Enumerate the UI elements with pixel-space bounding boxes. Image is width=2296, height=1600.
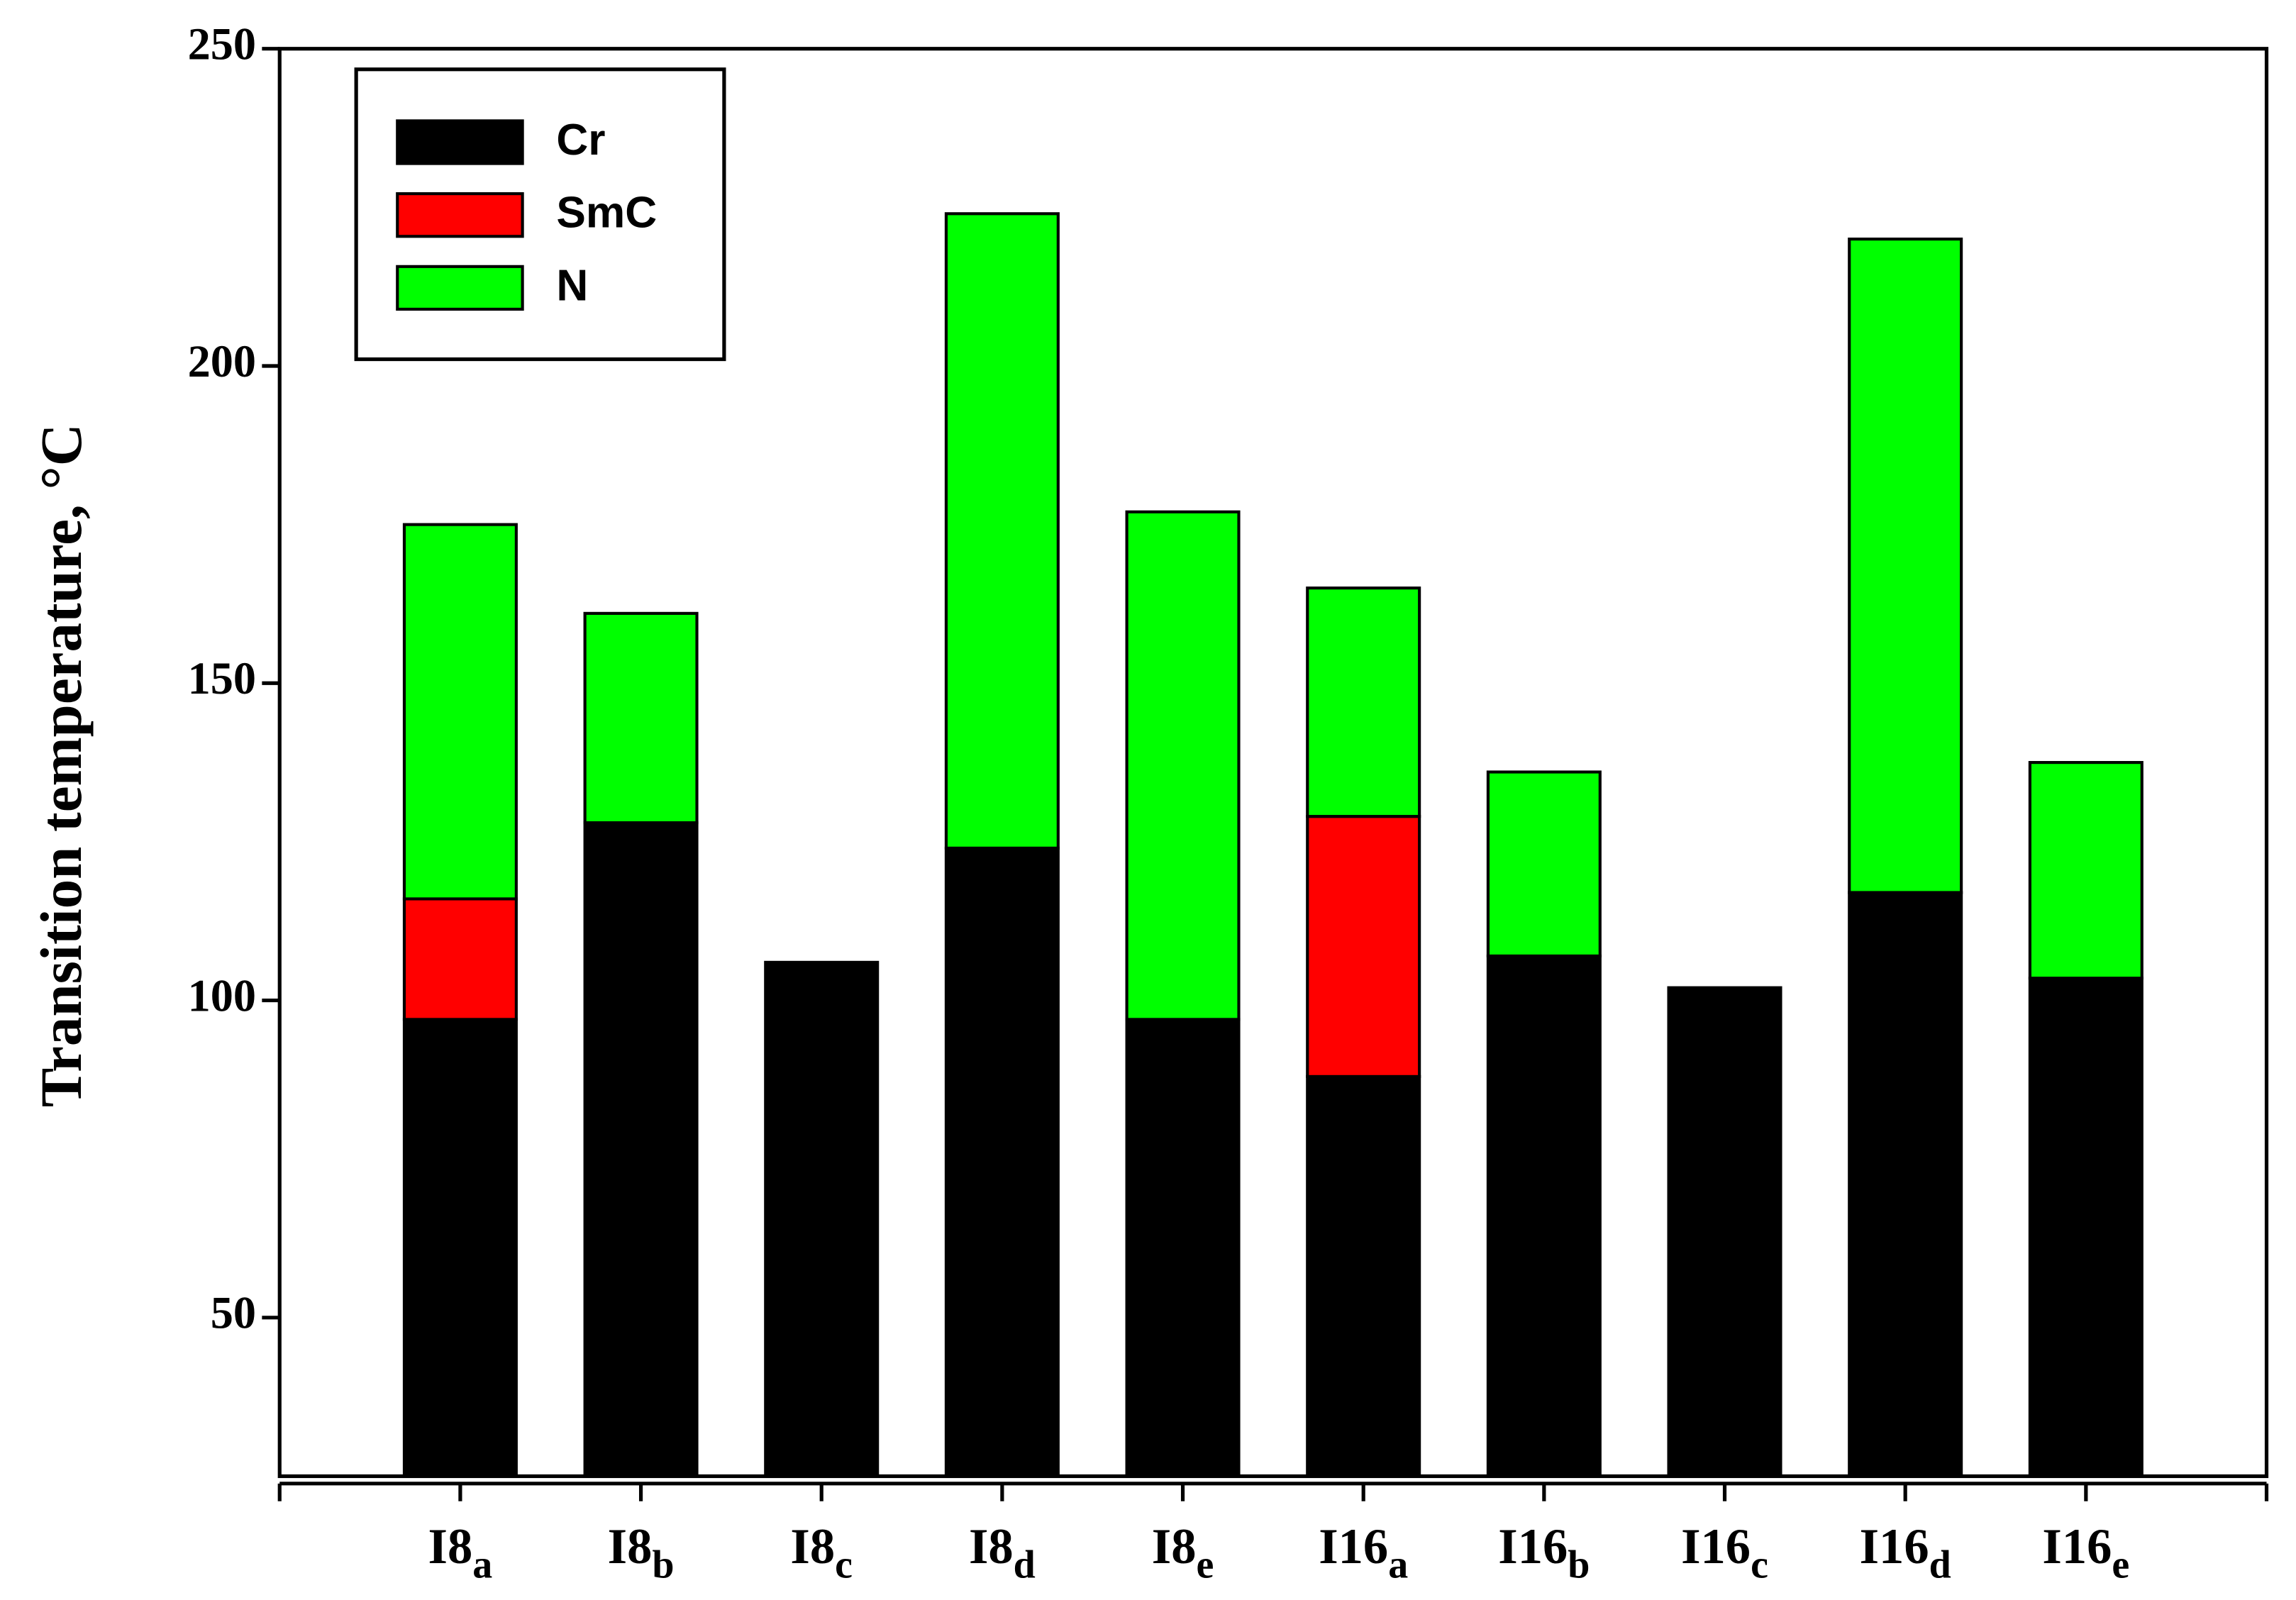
bar-segment xyxy=(1125,510,1241,1021)
x-tick-label: I8c xyxy=(790,1519,853,1587)
y-tick-label: 250 xyxy=(188,18,256,69)
legend-label: SmC xyxy=(556,189,657,238)
x-tick-label: I8b xyxy=(608,1519,675,1587)
bar-segment xyxy=(1125,1018,1241,1478)
x-tick-label: I8d xyxy=(969,1519,1036,1587)
bar-segment xyxy=(1306,815,1421,1078)
bar-segment xyxy=(2028,977,2144,1478)
bar-segment xyxy=(1306,587,1421,818)
y-tick-label: 50 xyxy=(211,1288,256,1338)
bar-segment xyxy=(2028,761,2144,980)
bar-segment xyxy=(1486,770,1602,958)
plot-frame xyxy=(277,47,2269,1479)
legend-box xyxy=(354,67,726,362)
x-tick-label: I16a xyxy=(1319,1519,1408,1587)
bar-segment xyxy=(1848,238,1963,894)
legend-label: Cr xyxy=(556,116,605,165)
x-tick-label: I8a xyxy=(428,1519,493,1587)
x-tick-label: I16b xyxy=(1498,1519,1590,1587)
y-tick-label: 100 xyxy=(188,970,256,1021)
bar-segment xyxy=(402,897,518,1021)
bar-segment xyxy=(1848,891,1963,1478)
y-axis-label: Transition temperature, °C xyxy=(28,423,94,1107)
bar-segment xyxy=(1486,954,1602,1478)
bar-segment xyxy=(944,846,1060,1478)
bar-segment xyxy=(944,212,1060,850)
x-tick-label: I16e xyxy=(2042,1519,2129,1587)
x-tick-label: I8e xyxy=(1152,1519,1214,1587)
bar-segment xyxy=(1667,986,1782,1478)
bar-segment xyxy=(1306,1074,1421,1478)
x-tick-label: I16c xyxy=(1681,1519,1768,1587)
legend-swatch xyxy=(396,192,524,238)
bar-segment xyxy=(402,1018,518,1478)
x-tick-label: I16d xyxy=(1860,1519,1951,1587)
legend-swatch xyxy=(396,119,524,165)
legend-swatch xyxy=(396,265,524,311)
bar-segment xyxy=(764,960,880,1478)
legend-label: N xyxy=(556,261,588,310)
bar-segment xyxy=(583,821,699,1478)
bar-segment xyxy=(402,523,518,901)
bar-segment xyxy=(583,611,699,825)
y-tick-label: 150 xyxy=(188,653,256,704)
y-tick-label: 200 xyxy=(188,336,256,387)
